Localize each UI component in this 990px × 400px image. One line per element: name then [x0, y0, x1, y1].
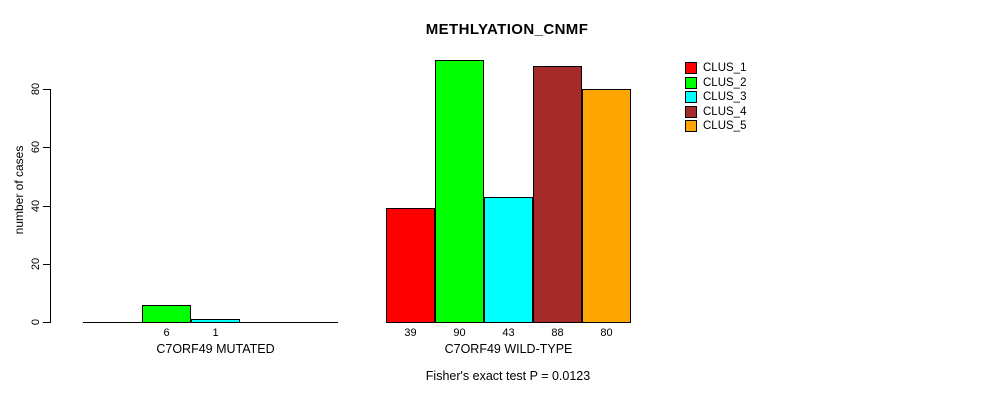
y-tick-mark: [43, 206, 50, 207]
bar-CLUS_3: [484, 197, 533, 322]
bar-CLUS_5: [582, 89, 631, 322]
y-tick-mark: [43, 147, 50, 148]
y-tick-label: 60: [30, 140, 42, 154]
y-tick-label: 40: [30, 199, 42, 213]
bar-value-label: 90: [453, 327, 466, 339]
y-tick-label: 20: [30, 257, 42, 271]
bar-CLUS_1: [386, 208, 435, 322]
legend-label-CLUS_3: CLUS_3: [703, 91, 747, 103]
bar-CLUS_3: [191, 319, 240, 322]
bar-value-label: 80: [600, 327, 613, 339]
legend-swatch-CLUS_3: [685, 91, 697, 103]
group-label: C7ORF49 WILD-TYPE: [444, 342, 573, 356]
bar-value-label: 39: [404, 327, 417, 339]
legend-label-CLUS_5: CLUS_5: [703, 120, 747, 132]
y-axis-line: [50, 89, 51, 323]
group-label: C7ORF49 MUTATED: [156, 342, 275, 356]
bar-CLUS_2: [142, 305, 191, 322]
bar-CLUS_4: [533, 66, 582, 322]
bar-value-label: 43: [502, 327, 515, 339]
bar-value-label: 88: [551, 327, 564, 339]
legend-swatch-CLUS_4: [685, 106, 697, 118]
legend-swatch-CLUS_1: [685, 62, 697, 74]
chart-title: METHLYATION_CNMF: [425, 21, 589, 38]
legend-label-CLUS_1: CLUS_1: [703, 62, 747, 74]
bar-CLUS_2: [435, 60, 484, 322]
footer-caption: Fisher's exact test P = 0.0123: [425, 369, 591, 383]
legend-label-CLUS_2: CLUS_2: [703, 77, 747, 89]
y-tick-mark: [43, 89, 50, 90]
y-tick-label: 80: [30, 82, 42, 96]
legend-label-CLUS_4: CLUS_4: [703, 106, 747, 118]
bar-value-label: 6: [163, 327, 170, 339]
y-tick-mark: [43, 322, 50, 323]
legend-swatch-CLUS_5: [685, 120, 697, 132]
bar-value-label: 1: [212, 327, 219, 339]
y-axis-label: number of cases: [12, 145, 26, 235]
legend-swatch-CLUS_2: [685, 77, 697, 89]
x-axis-baseline: [386, 322, 631, 323]
y-tick-mark: [43, 264, 50, 265]
y-tick-label: 0: [30, 318, 42, 326]
x-axis-baseline: [83, 322, 338, 323]
